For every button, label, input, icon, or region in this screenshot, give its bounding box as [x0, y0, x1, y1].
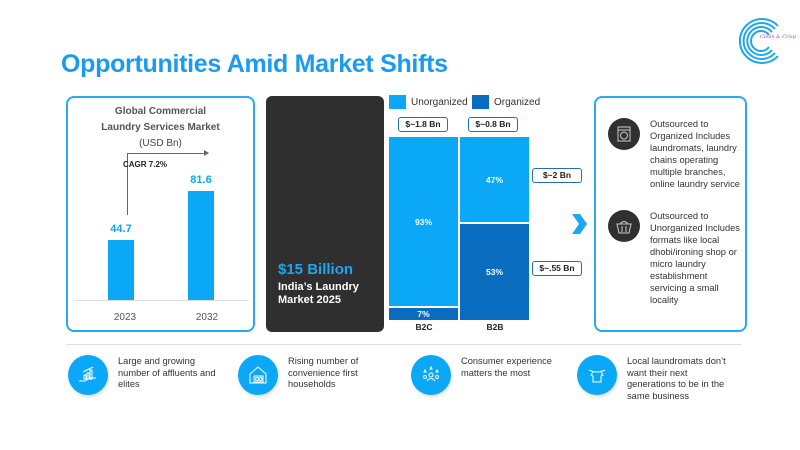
bar-value-2032: 81.6	[190, 174, 212, 187]
feature-item: Large and growing number of affluents an…	[68, 355, 218, 395]
india-market-caption-line2: Market 2025	[278, 294, 341, 306]
brand-logo-text: Clean & Crisp	[760, 34, 796, 40]
feature-item: Rising number of convenience first house…	[238, 355, 398, 395]
b2c-category-label: B2C	[415, 322, 433, 332]
bar-2032	[188, 191, 214, 300]
growth-chart-hand-icon	[68, 355, 108, 395]
india-market-card: $15 Billion India’s Laundry Market 2025	[266, 96, 384, 332]
legend-unorganized: Unorganized	[389, 95, 468, 109]
india-market-caption: India’s Laundry Market 2025	[278, 281, 359, 307]
cagr-arrow-line	[127, 153, 206, 154]
legend-organized: Organized	[472, 95, 540, 109]
year-label-2032: 2032	[195, 312, 219, 323]
unorganized-total-pill: $~2 Bn	[532, 168, 582, 183]
feature-item: Consumer experience matters the most	[411, 355, 571, 395]
bar-2023	[108, 240, 134, 300]
chart-baseline	[74, 300, 249, 301]
section-divider	[66, 344, 741, 345]
legend-label-unorganized: Unorganized	[411, 96, 468, 108]
b2b-unorganized-label: 47%	[485, 174, 503, 185]
laundromat-icon	[608, 118, 640, 150]
bar-value-2023: 44.7	[110, 223, 132, 236]
cagr-label: CAGR 7.2%	[123, 160, 168, 169]
chevron-right-icon	[572, 214, 587, 234]
b2b-total-pill: $~0.8 Bn	[468, 117, 518, 132]
feature-text: Rising number of convenience first house…	[288, 356, 359, 389]
page-title: Opportunities Amid Market Shifts	[61, 50, 448, 78]
b2b-unorganized-segment: 47%	[460, 137, 529, 222]
global-market-unit: (USD Bn)	[139, 138, 182, 149]
cagr-arrow	[127, 153, 128, 215]
india-market-value: $15 Billion	[278, 261, 354, 278]
feature-text: Local laundromats don’t want their next …	[627, 356, 726, 401]
b2b-organized-label: 53%	[485, 266, 503, 277]
house-washer-icon	[238, 355, 278, 395]
global-market-title-line1: Global Commercial	[114, 106, 207, 117]
brand-logo-icon	[738, 18, 779, 64]
b2b-organized-segment: 53%	[460, 224, 529, 320]
india-market-caption-line1: India’s Laundry	[278, 281, 359, 293]
b2c-organized-label: 7%	[417, 309, 430, 320]
b2c-unorganized-segment: 93%	[389, 137, 458, 307]
year-label-2023: 2023	[113, 312, 137, 323]
feature-item: Local laundromats don’t want their next …	[577, 355, 732, 402]
organized-total-pill: $~.55 Bn	[532, 261, 582, 276]
global-market-title-line2: Laundry Services Market	[101, 122, 220, 133]
outsourcing-description-card: Outsourced to Organized Includes laundro…	[594, 96, 747, 332]
shirt-hanger-icon	[577, 355, 617, 395]
people-stars-icon	[411, 355, 451, 395]
feature-text: Large and growing number of affluents an…	[118, 356, 216, 389]
b2c-organized-segment: 7%	[389, 308, 458, 320]
legend-swatch-organized	[472, 95, 489, 109]
laundry-basket-icon	[608, 210, 640, 242]
b2b-category-label: B2B	[486, 322, 504, 332]
unorganized-description: Outsourced to Unorganized Includes forma…	[650, 211, 740, 305]
legend-label-organized: Organized	[494, 96, 541, 108]
b2c-unorganized-label: 93%	[414, 216, 432, 227]
feature-text: Consumer experience matters the most	[461, 356, 552, 378]
cagr-arrow-head	[204, 150, 209, 156]
b2c-total-pill: $~1.8 Bn	[398, 117, 448, 132]
global-market-card: Global Commercial Laundry Services Marke…	[66, 96, 255, 332]
organized-description: Outsourced to Organized Includes laundro…	[650, 119, 740, 189]
legend-swatch-unorganized	[389, 95, 406, 109]
